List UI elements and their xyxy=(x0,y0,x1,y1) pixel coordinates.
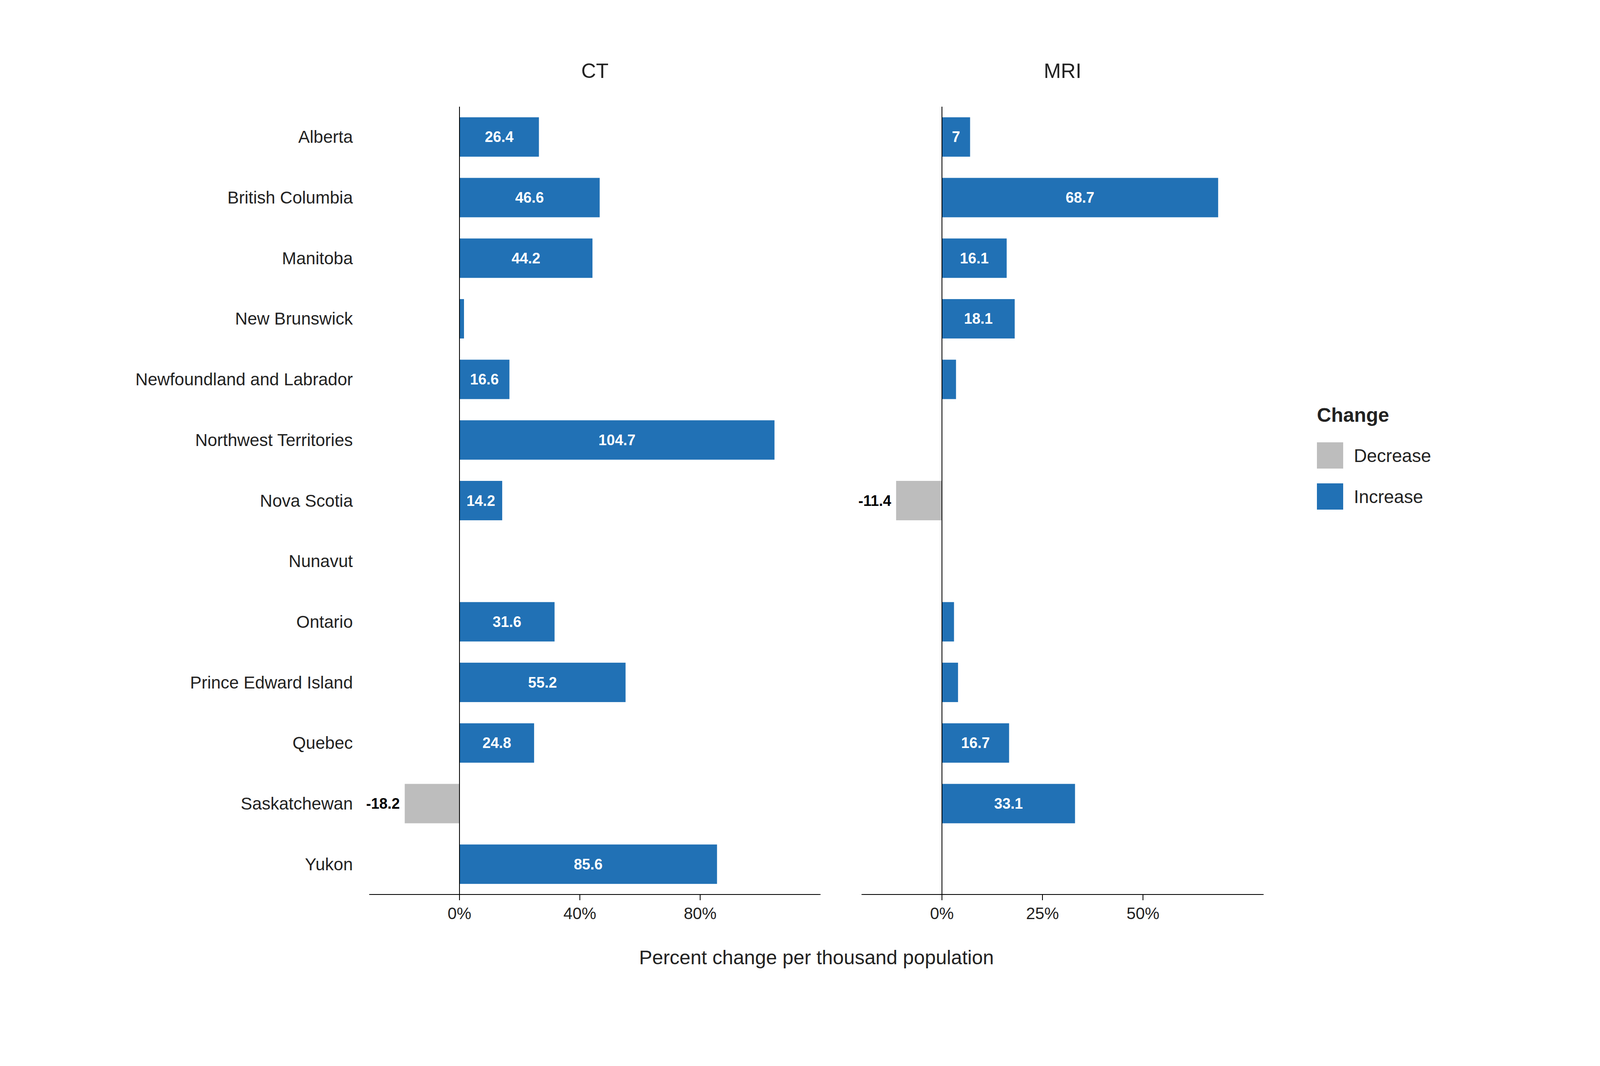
bar xyxy=(459,420,775,460)
bar xyxy=(459,601,555,642)
x-tick-label: 25% xyxy=(1026,904,1059,923)
x-tick-label: 0% xyxy=(930,904,954,923)
x-axis-line xyxy=(861,893,1264,895)
x-tick xyxy=(941,894,943,901)
legend-label: Increase xyxy=(1353,486,1424,507)
bar xyxy=(896,480,942,521)
data-label: 68.7 xyxy=(1065,189,1095,206)
data-label: 85.6 xyxy=(573,855,603,873)
data-label: 55.2 xyxy=(528,674,557,691)
category-label: Prince Edward Island xyxy=(189,672,353,693)
data-label: 14.2 xyxy=(466,492,496,510)
zero-line xyxy=(459,106,460,895)
bar xyxy=(941,662,958,702)
bar xyxy=(941,238,1007,278)
category-label: Manitoba xyxy=(281,248,353,268)
bar xyxy=(459,844,718,884)
bar xyxy=(459,480,503,521)
x-tick xyxy=(1042,894,1043,901)
bars xyxy=(896,117,1219,824)
panel-title: CT xyxy=(581,59,609,83)
x-tick xyxy=(459,894,460,901)
data-label: -11.4 xyxy=(858,492,892,510)
data-label: 7 xyxy=(951,128,960,146)
x-tick-label: 80% xyxy=(683,904,717,923)
bar xyxy=(941,299,1015,339)
category-label: Saskatchewan xyxy=(240,793,353,814)
bar xyxy=(404,783,460,823)
x-tick-label: 0% xyxy=(447,904,472,923)
background xyxy=(0,0,1600,1066)
x-tick xyxy=(699,894,701,901)
data-label: 24.8 xyxy=(482,734,512,752)
data-label: -18.2 xyxy=(365,795,400,812)
zero-line xyxy=(941,106,943,895)
panel: CT Alberta British Columbia Manitoba New Bru… xyxy=(135,59,821,923)
legend-label: Decrease xyxy=(1353,445,1431,466)
data-label: 18.1 xyxy=(964,310,993,327)
data-label: 104.7 xyxy=(598,431,636,449)
bar xyxy=(941,601,954,642)
category-label: Nova Scotia xyxy=(260,491,354,511)
bar xyxy=(459,299,464,339)
bar xyxy=(941,178,1219,218)
panel: MRI -11.4 7 68.7 16.1 18.1 16.7 33.1 0% 25% 50% xyxy=(858,59,1264,923)
panel-title: MRI xyxy=(1043,59,1082,83)
x-tick xyxy=(1142,894,1144,901)
x-axis-line xyxy=(369,893,821,895)
bar xyxy=(941,359,956,400)
data-label: 16.1 xyxy=(960,249,989,267)
data-label: 44.2 xyxy=(511,249,541,267)
bar xyxy=(459,117,540,157)
legend-title: Change xyxy=(1316,404,1390,426)
bar xyxy=(941,117,971,157)
data-label: 16.7 xyxy=(961,734,990,752)
x-tick-label: 40% xyxy=(563,904,597,923)
bar xyxy=(459,238,593,278)
category-label: Nunavut xyxy=(288,551,354,571)
category-label: Quebec xyxy=(292,733,353,753)
chart-root: CT Alberta British Columbia Manitoba New Bru… xyxy=(0,0,1600,1066)
category-label: Ontario xyxy=(296,612,353,632)
category-label: British Columbia xyxy=(227,187,353,208)
bar xyxy=(459,662,626,702)
data-label: 31.6 xyxy=(492,613,522,631)
category-label: Northwest Territories xyxy=(195,430,353,450)
data-label: 26.4 xyxy=(484,128,514,146)
data-label: 16.6 xyxy=(470,370,499,388)
bar xyxy=(941,723,1010,763)
bars xyxy=(404,117,775,884)
x-tick-label: 50% xyxy=(1126,904,1160,923)
bar xyxy=(459,723,535,763)
category-label: Alberta xyxy=(298,127,354,147)
x-tick xyxy=(579,894,581,901)
bar xyxy=(459,359,510,400)
data-label: 46.6 xyxy=(515,189,544,206)
category-label: Newfoundland and Labrador xyxy=(135,369,353,389)
data-label: 33.1 xyxy=(994,795,1023,812)
bar xyxy=(459,178,600,218)
category-label: New Brunswick xyxy=(235,308,354,329)
x-axis-label: Percent change per thousand population xyxy=(639,946,995,969)
category-label: Yukon xyxy=(304,854,353,874)
bar xyxy=(941,783,1075,823)
legend-swatch xyxy=(1316,483,1344,510)
legend: Change Decrease Increase xyxy=(1316,404,1431,510)
legend-swatch xyxy=(1316,442,1344,469)
